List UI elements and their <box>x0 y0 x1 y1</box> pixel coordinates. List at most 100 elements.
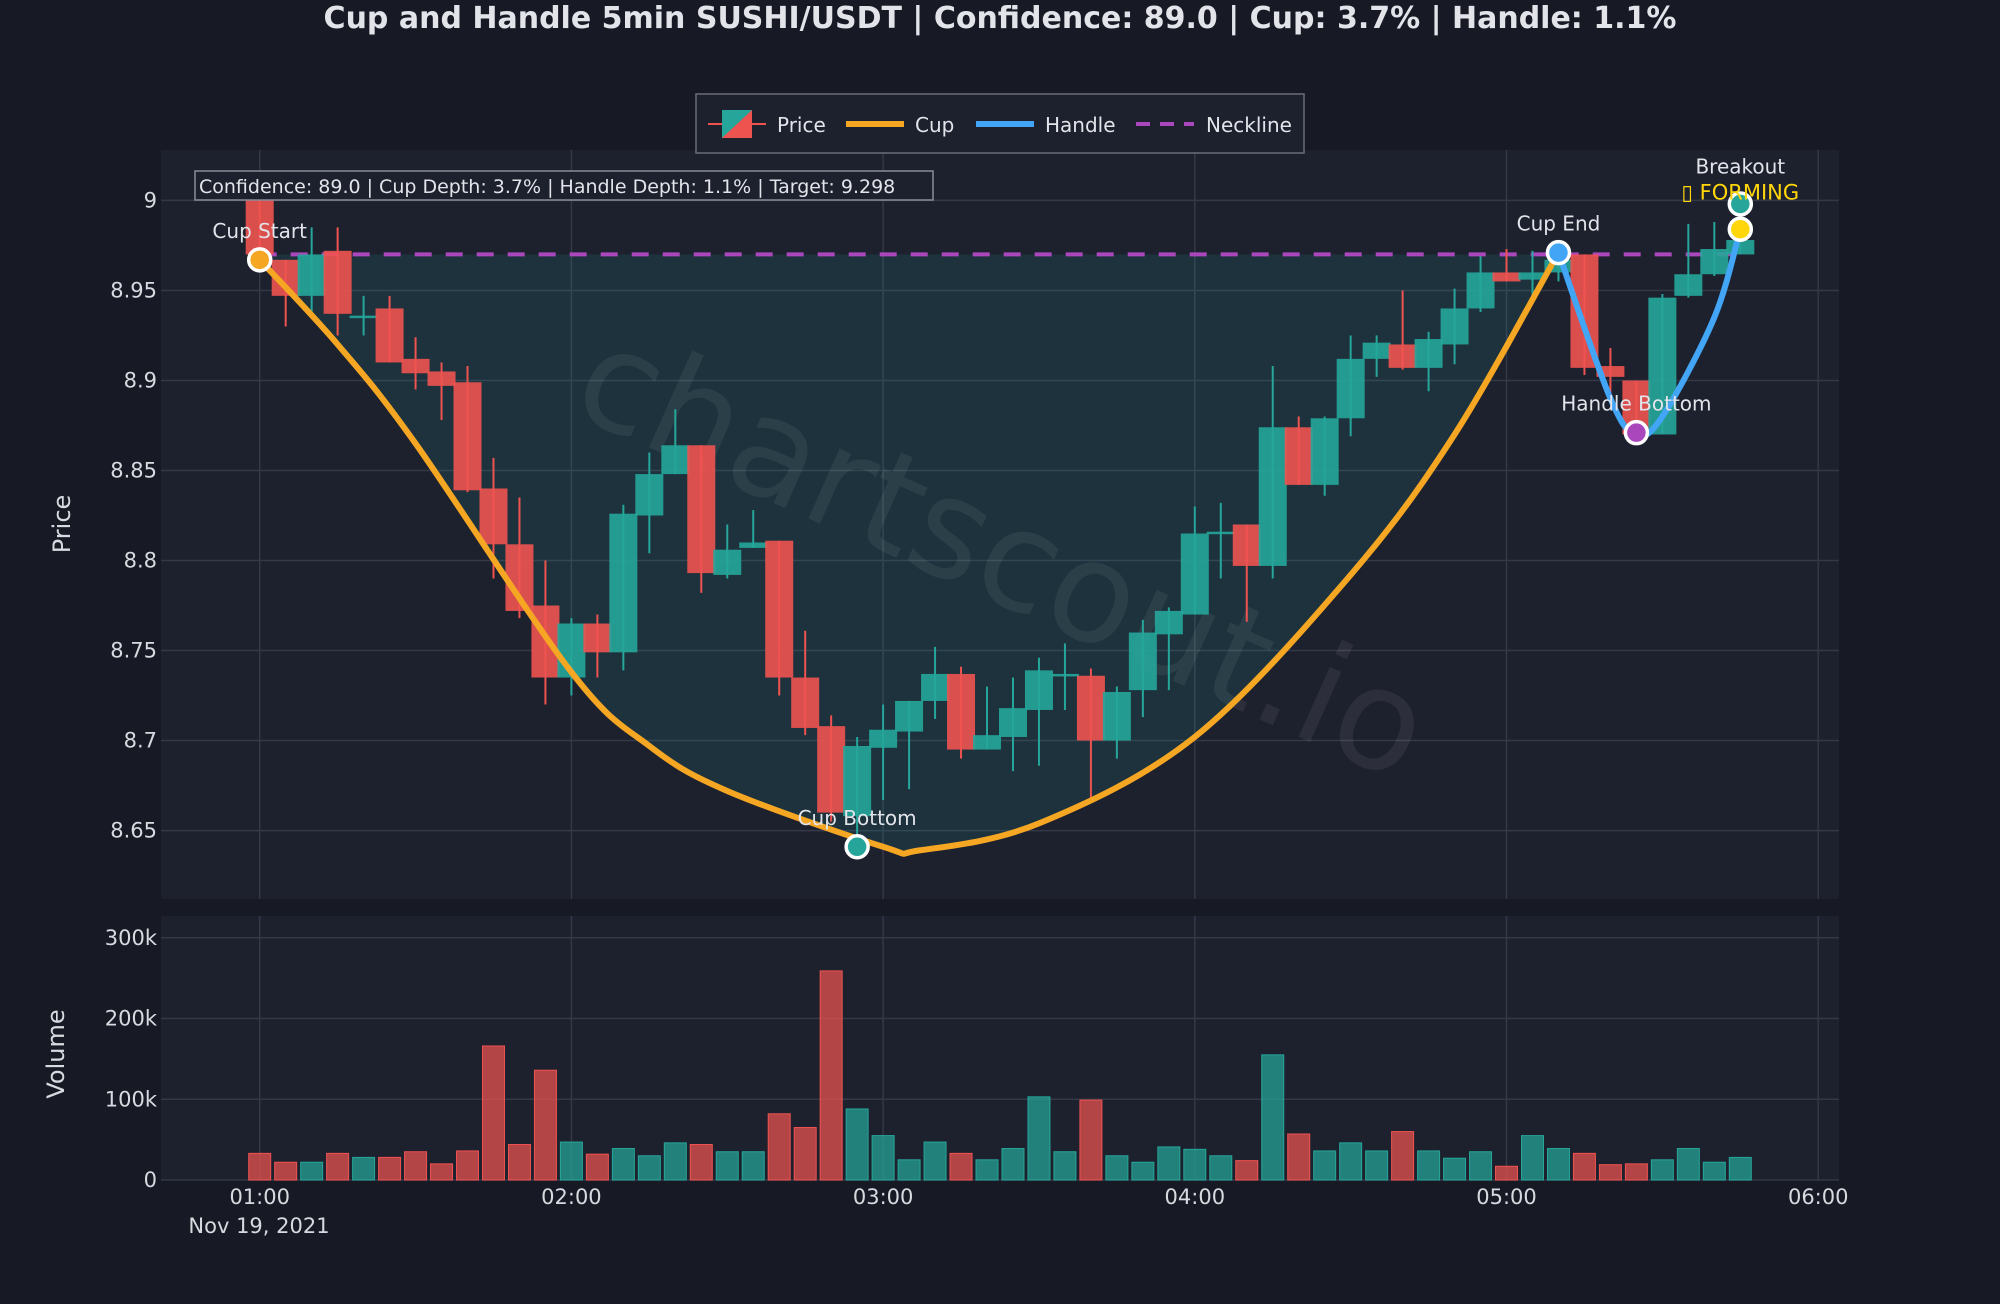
marker-label: Breakout <box>1695 154 1785 178</box>
candle <box>1180 506 1209 615</box>
time-tick-label: 06:00 <box>1788 1185 1849 1209</box>
candle <box>427 362 456 421</box>
candle-body <box>921 673 950 701</box>
legend-item-price[interactable]: Price <box>708 110 826 138</box>
candle-body <box>661 445 690 475</box>
candle <box>1674 223 1703 298</box>
volume-bar <box>300 1161 324 1181</box>
candle-body <box>1336 358 1365 419</box>
candle-body <box>1180 533 1209 615</box>
candle-body <box>843 745 872 817</box>
candle <box>375 295 404 363</box>
candle-body <box>609 513 638 653</box>
candle-body <box>1414 339 1443 368</box>
volume-tick-label: 0 <box>144 1168 157 1192</box>
price-tick-label: 9 <box>144 188 157 212</box>
candle <box>1388 290 1417 370</box>
price-tick-label: 8.7 <box>124 729 157 753</box>
candle <box>323 227 352 336</box>
svg-text:Cup: Cup <box>915 113 954 137</box>
annotation-text: Confidence: 89.0 | Cup Depth: 3.7% | Han… <box>199 176 895 198</box>
volume-bar <box>1027 1096 1051 1181</box>
volume-bar <box>1131 1161 1155 1181</box>
candle <box>713 524 742 579</box>
volume-bar <box>1157 1146 1181 1181</box>
candle <box>1154 607 1183 691</box>
candle <box>349 295 378 336</box>
volume-bar <box>1676 1148 1700 1181</box>
volume-bar <box>689 1143 713 1181</box>
volume-bar <box>274 1161 298 1181</box>
candle <box>1128 619 1157 718</box>
candle <box>973 686 1002 750</box>
marker-label: Handle Bottom <box>1561 392 1711 416</box>
time-tick-label: 02:00 <box>541 1185 602 1209</box>
volume-bar <box>1702 1161 1726 1181</box>
date-label: Nov 19, 2021 <box>188 1214 329 1238</box>
price-axis-label: Price <box>48 495 76 554</box>
candle <box>1466 256 1495 313</box>
volume-bar <box>1261 1054 1285 1181</box>
volume-bar <box>430 1163 454 1181</box>
volume-panel <box>161 916 1839 1180</box>
legend-item-handle[interactable]: Handle <box>976 113 1116 137</box>
volume-bar <box>741 1151 765 1181</box>
candle-body <box>869 729 898 748</box>
volume-bar <box>404 1151 428 1181</box>
volume-bar <box>1105 1155 1129 1181</box>
candle-body <box>791 677 820 728</box>
time-tick-label: 05:00 <box>1476 1185 1537 1209</box>
candle <box>1050 643 1079 710</box>
volume-bar <box>1339 1142 1363 1181</box>
volume-bar <box>1235 1160 1259 1181</box>
candle-body <box>1024 670 1053 710</box>
pattern-marker <box>1545 239 1572 266</box>
candle <box>895 700 924 790</box>
volume-bar <box>559 1141 583 1181</box>
candle-body <box>1154 610 1183 635</box>
time-tick-label: 03:00 <box>853 1185 914 1209</box>
candle <box>869 704 898 800</box>
pattern-marker <box>1727 216 1754 242</box>
candle <box>1258 366 1287 579</box>
candle-body <box>1258 427 1287 566</box>
price-tick-label: 8.95 <box>110 278 157 302</box>
candle <box>1440 288 1469 365</box>
legend-item-cup[interactable]: Cup <box>846 113 954 137</box>
volume-bar <box>715 1151 739 1181</box>
volume-bar <box>1417 1150 1441 1181</box>
volume-bar <box>1469 1151 1493 1181</box>
volume-bar <box>326 1152 350 1181</box>
candle-body <box>817 726 846 813</box>
volume-bar <box>507 1143 531 1181</box>
candle <box>661 409 690 475</box>
candle-body <box>323 250 352 314</box>
candle-body <box>1076 675 1105 741</box>
candle <box>245 200 274 273</box>
candle <box>1024 657 1053 766</box>
time-tick-label: 04:00 <box>1165 1185 1226 1209</box>
candle <box>1700 222 1729 277</box>
volume-bar <box>845 1108 869 1181</box>
volume-bar <box>1001 1148 1025 1181</box>
svg-text:Price: Price <box>777 113 826 137</box>
candle-body <box>1206 531 1235 535</box>
volume-bar <box>1520 1135 1544 1181</box>
candle <box>1102 686 1131 759</box>
volume-bar <box>767 1113 791 1181</box>
candle <box>1206 502 1235 579</box>
candle <box>1414 331 1443 392</box>
candle <box>1362 335 1391 377</box>
volume-bar <box>248 1152 272 1181</box>
candle <box>1518 250 1547 298</box>
candle <box>1336 335 1365 437</box>
volume-bars <box>248 970 1752 1181</box>
volume-bar <box>819 970 843 1181</box>
candle-body <box>1700 249 1729 275</box>
candle-body <box>998 708 1027 737</box>
legend-item-neckline[interactable]: Neckline <box>1136 113 1292 137</box>
volume-bar <box>352 1156 376 1181</box>
cup-area-fill <box>259 252 1559 854</box>
candle-body <box>1492 272 1521 282</box>
